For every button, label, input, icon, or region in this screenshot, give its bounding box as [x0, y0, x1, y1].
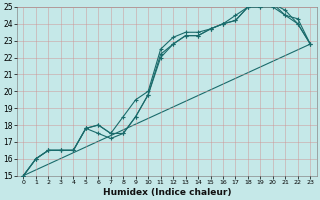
X-axis label: Humidex (Indice chaleur): Humidex (Indice chaleur) — [103, 188, 231, 197]
